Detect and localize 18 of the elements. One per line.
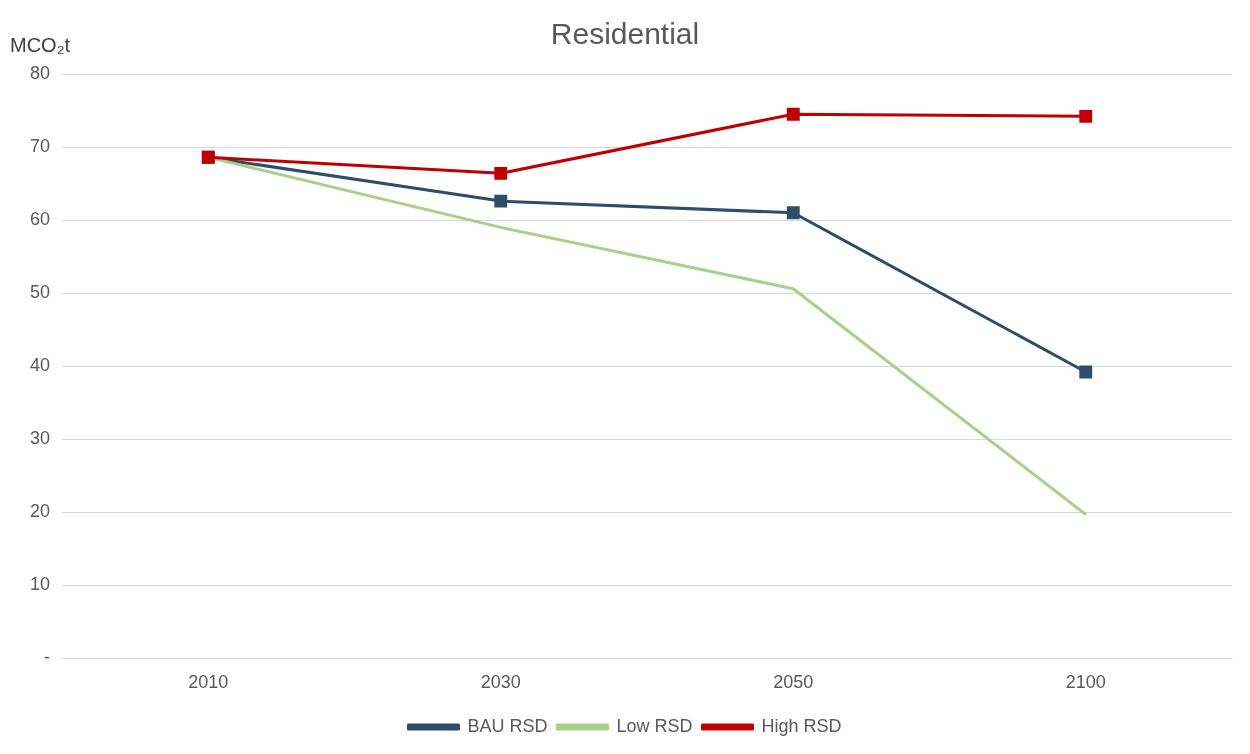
legend-label: Low RSD xyxy=(616,715,693,736)
y-tick-label: 40 xyxy=(29,355,51,376)
chart-title: Residential xyxy=(550,17,700,51)
x-tick-label: 2010 xyxy=(188,672,229,693)
y-tick-label: 20 xyxy=(29,501,51,522)
legend-label: BAU RSD xyxy=(467,715,548,736)
y-tick-label: 50 xyxy=(29,282,51,303)
y-tick-label: 30 xyxy=(29,428,51,449)
legend-label: High RSD xyxy=(761,715,842,736)
y-tick-label: 80 xyxy=(29,62,51,83)
x-tick-label: 2050 xyxy=(773,672,814,693)
x-tick-label: 2030 xyxy=(480,672,521,693)
x-tick-label: 2100 xyxy=(1065,672,1106,693)
y-tick-label: - xyxy=(44,647,51,668)
y-axis-title: MCO₂t xyxy=(10,33,71,56)
y-tick-label: 10 xyxy=(29,574,51,595)
y-tick-label: 70 xyxy=(29,136,51,157)
y-tick-label: 60 xyxy=(29,209,51,230)
